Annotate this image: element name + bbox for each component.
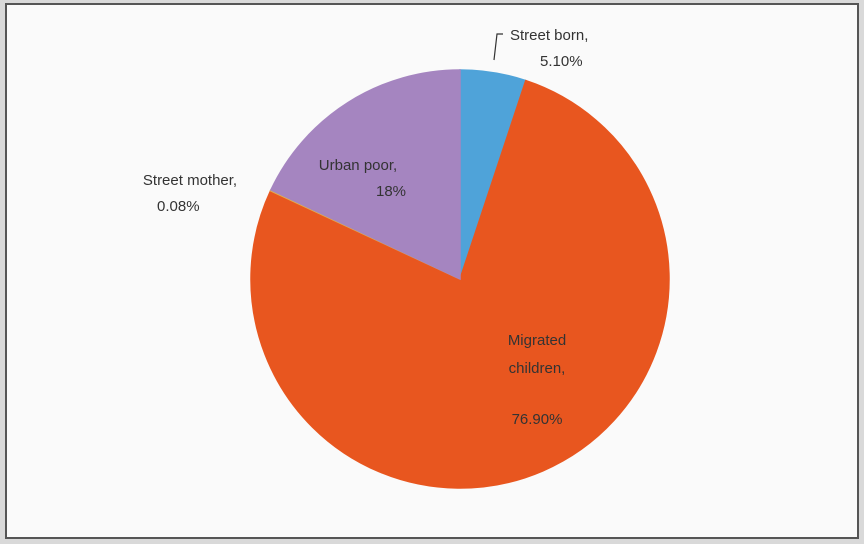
slice-label: Urban poor, bbox=[319, 157, 397, 174]
slice-value-label: 18% bbox=[376, 183, 406, 200]
slice-value-label: 76.90% bbox=[512, 411, 563, 428]
slice-value-label: 0.08% bbox=[157, 198, 200, 215]
slice-label: Street mother, bbox=[143, 172, 237, 189]
slice-label: Migrated children, bbox=[508, 332, 566, 377]
slice-label: Street born, bbox=[510, 27, 588, 44]
pie-slice bbox=[269, 69, 461, 281]
pie-slice bbox=[250, 79, 670, 489]
slice-value-label: 5.10% bbox=[540, 53, 583, 70]
leader-line bbox=[493, 33, 503, 61]
